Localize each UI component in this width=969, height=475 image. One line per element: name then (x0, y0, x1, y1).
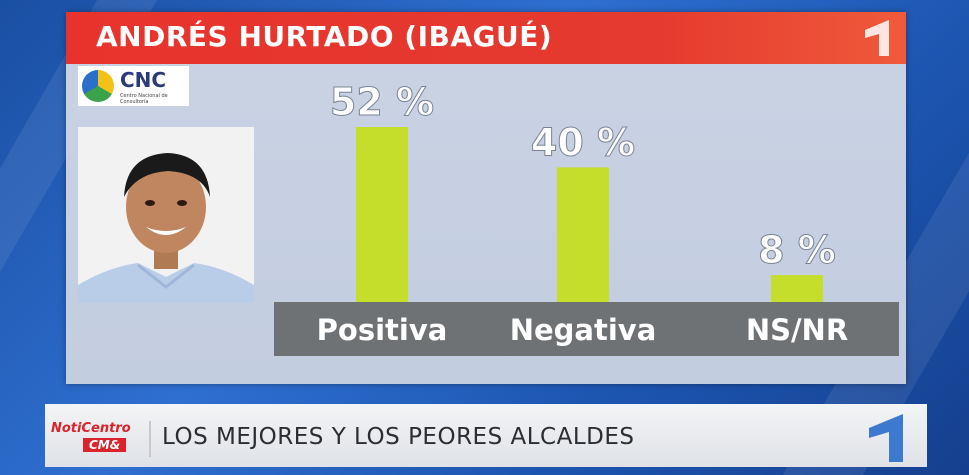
bar-positiva (356, 127, 408, 302)
category-label: Positiva (317, 313, 448, 347)
portrait-illustration (78, 127, 254, 303)
category-band (274, 302, 899, 356)
category-label: Negativa (510, 313, 657, 347)
cm-logo-text: CM& (83, 438, 127, 452)
noticentro-logo-text: NotiCentro (51, 421, 131, 436)
value-label: 52 % (330, 80, 434, 124)
bar-nsnr (771, 275, 823, 302)
title-bar: ANDRÉS HURTADO (IBAGUÉ) (66, 12, 906, 64)
footer-lower-third: NotiCentro CM& LOS MEJORES Y LOS PEORES … (45, 404, 927, 467)
cnc-logo-text: CNC (120, 68, 167, 92)
noticentro-logo: NotiCentro CM& (49, 421, 151, 457)
value-label: 8 % (758, 228, 836, 272)
channel-one-logo-icon (865, 20, 889, 56)
mayor-photo (78, 127, 254, 303)
cnc-logo-subtitle: Centro Nacional de Consultoría (120, 93, 168, 105)
channel-one-footer-logo-icon (869, 414, 903, 462)
footer-headline: LOS MEJORES Y LOS PEORES ALCALDES (162, 424, 635, 450)
cnc-logo: CNC Centro Nacional de Consultoría (78, 66, 189, 106)
category-label: NS/NR (746, 313, 848, 347)
value-label: 40 % (531, 120, 635, 164)
chart-title: ANDRÉS HURTADO (IBAGUÉ) (96, 20, 553, 53)
bar-negativa (557, 167, 609, 302)
cnc-emblem-icon (82, 70, 114, 102)
